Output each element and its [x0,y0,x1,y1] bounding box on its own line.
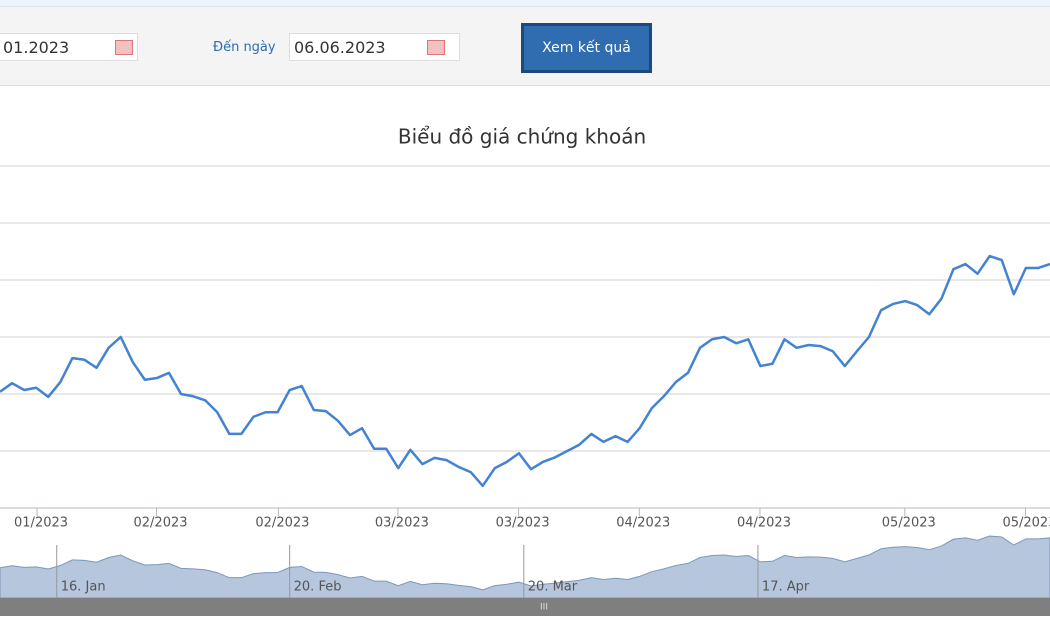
scrollbar-grip[interactable]: III [540,603,548,613]
top-strip [0,0,1050,7]
date-form: 01.2023 Đến ngày 06.06.2023 Xem kết quả [0,7,1050,86]
x-tick-label: 02/2023 [134,516,188,531]
x-tick-label: 03/2023 [496,516,550,531]
to-label: Đến ngày [213,40,276,55]
calendar-icon[interactable] [427,40,445,55]
to-date: 06.06.2023 [294,38,386,57]
x-tick-label: 02/2023 [255,516,309,531]
navigator-tick-label: 17. Apr [762,580,810,595]
navigator-tick-label: 20. Mar [528,580,578,595]
navigator-tick-label: 16. Jan [61,580,106,595]
navigator-tick-label: 20. Feb [294,580,342,595]
from-date-input[interactable]: 01.2023 [0,33,138,61]
calendar-icon[interactable] [115,40,133,55]
scrollbar[interactable] [0,598,1050,616]
x-tick-label: 05/2023 [882,516,936,531]
x-tick-label: 04/2023 [737,516,791,531]
submit-button[interactable]: Xem kết quả [521,23,652,73]
price-line [0,254,1050,488]
navigator-area [0,535,1050,599]
x-tick-label: 03/2023 [375,516,429,531]
chart-title: Biểu đồ giá chứng khoán [398,125,646,149]
x-tick-label: 04/2023 [616,516,670,531]
x-tick-label: 05/2023 [1002,516,1050,531]
from-date: 01.2023 [3,38,70,57]
x-tick-label: 01/2023 [14,516,68,531]
to-date-input[interactable]: 06.06.2023 [289,33,460,61]
